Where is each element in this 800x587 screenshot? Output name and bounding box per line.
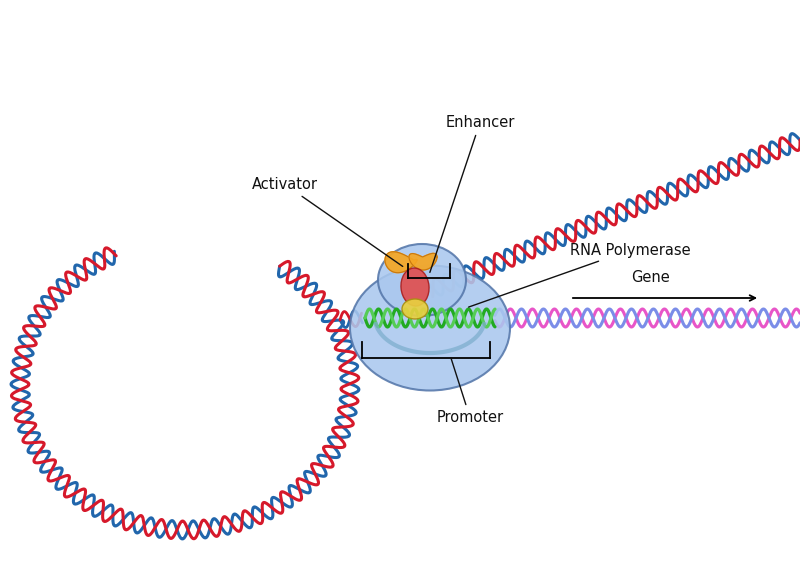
Text: Enhancer: Enhancer xyxy=(430,115,514,272)
Text: RNA Polymerase: RNA Polymerase xyxy=(469,242,690,307)
Text: Promoter: Promoter xyxy=(437,357,503,425)
Ellipse shape xyxy=(378,244,466,316)
Polygon shape xyxy=(385,252,417,273)
Polygon shape xyxy=(409,254,437,270)
Ellipse shape xyxy=(401,268,429,306)
Text: Gene: Gene xyxy=(630,270,670,285)
Ellipse shape xyxy=(402,299,428,319)
Ellipse shape xyxy=(350,265,510,390)
Text: Activator: Activator xyxy=(252,177,402,266)
